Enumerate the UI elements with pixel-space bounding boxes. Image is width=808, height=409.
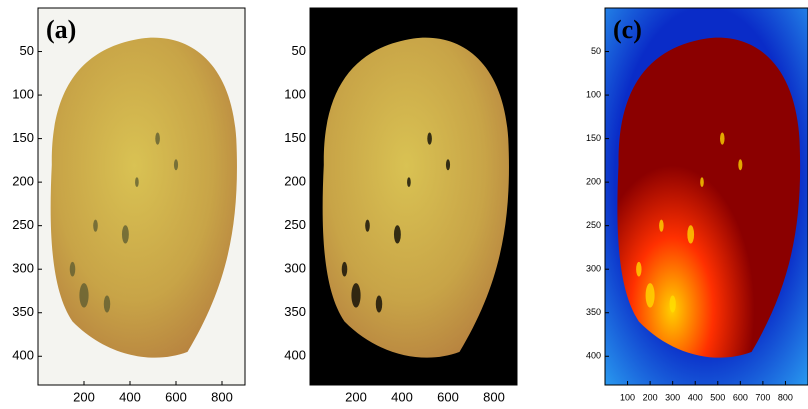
y-tick-label: 400 [284, 348, 306, 363]
spot [720, 132, 725, 145]
panel-label: (b) [318, 15, 350, 44]
spot [407, 177, 411, 188]
object [322, 37, 509, 358]
y-tick-label: 100 [586, 89, 601, 99]
spot [351, 283, 361, 308]
image-panel: 50 100 150 200 250 300 350 400 100 200 300 400 500 60… [586, 7, 808, 402]
y-tick-label: 300 [12, 261, 34, 276]
y-tick-label: 300 [284, 261, 306, 276]
spot [427, 132, 432, 145]
y-tick-label: 400 [586, 351, 601, 361]
spot [393, 225, 401, 244]
y-tick-label: 150 [284, 130, 306, 145]
y-tick-label: 350 [12, 304, 34, 319]
x-tick-label: 400 [391, 389, 413, 404]
object-shape [322, 37, 509, 358]
x-tick-label: 800 [778, 392, 793, 402]
x-tick-label: 200 [643, 392, 658, 402]
y-tick-label: 150 [12, 130, 34, 145]
spot [173, 159, 179, 171]
image [605, 8, 808, 385]
spot [79, 283, 89, 308]
y-tick-label: 200 [284, 174, 306, 189]
y-tick-label: 200 [12, 174, 34, 189]
x-tick-label: 100 [620, 392, 635, 402]
y-tick-label: 50 [20, 43, 34, 58]
spot [155, 132, 160, 145]
y-tick-label: 250 [586, 220, 601, 230]
object [617, 37, 801, 358]
panel-label: (c) [613, 15, 642, 44]
spot [375, 295, 383, 313]
axes-frame [309, 7, 518, 386]
y-tick-label: 100 [12, 87, 34, 102]
axes-frame [37, 7, 246, 386]
spot [341, 261, 348, 277]
y-tick-label: 200 [586, 177, 601, 187]
y-tick-label: 50 [292, 43, 306, 58]
x-tick-label: 700 [755, 392, 770, 402]
object [50, 37, 237, 358]
y-tick-label: 350 [284, 304, 306, 319]
spot [93, 219, 98, 232]
x-tick-label: 400 [119, 389, 141, 404]
spot [636, 261, 642, 277]
spot [103, 295, 111, 313]
y-tick-label: 100 [284, 87, 306, 102]
spot [645, 283, 655, 308]
axes-frame [604, 7, 808, 386]
object-shape [617, 37, 801, 358]
image [38, 8, 245, 385]
spot [659, 219, 664, 232]
y-tick-label: 50 [591, 46, 601, 56]
x-tick-label: 600 [165, 389, 187, 404]
spot [121, 225, 129, 244]
x-tick-label: 600 [437, 389, 459, 404]
x-tick-label: 400 [688, 392, 703, 402]
image-panel: 50 100 150 200 250 300 350 400 200 400 600 800 (b) [284, 7, 518, 404]
x-tick-label: 200 [73, 389, 95, 404]
x-tick-label: 300 [665, 392, 680, 402]
y-tick-label: 400 [12, 348, 34, 363]
image-panel: 50 100 150 200 250 300 350 400 200 400 600 800 (a) [12, 7, 246, 404]
spot [687, 225, 695, 244]
y-tick-label: 350 [586, 307, 601, 317]
spot [69, 261, 76, 277]
y-tick-label: 250 [284, 217, 306, 232]
x-tick-label: 800 [483, 389, 505, 404]
object-shape [50, 37, 237, 358]
x-tick-label: 800 [211, 389, 233, 404]
spot [135, 177, 139, 188]
x-tick-label: 500 [710, 392, 725, 402]
y-tick-label: 300 [586, 264, 601, 274]
y-tick-label: 150 [586, 133, 601, 143]
y-tick-label: 250 [12, 217, 34, 232]
panel-label: (a) [46, 15, 76, 44]
x-tick-label: 600 [733, 392, 748, 402]
x-tick-label: 200 [345, 389, 367, 404]
spot [738, 159, 743, 171]
image [310, 8, 517, 385]
spot [445, 159, 451, 171]
spot [700, 177, 704, 188]
spot [669, 295, 676, 313]
spot [365, 219, 370, 232]
